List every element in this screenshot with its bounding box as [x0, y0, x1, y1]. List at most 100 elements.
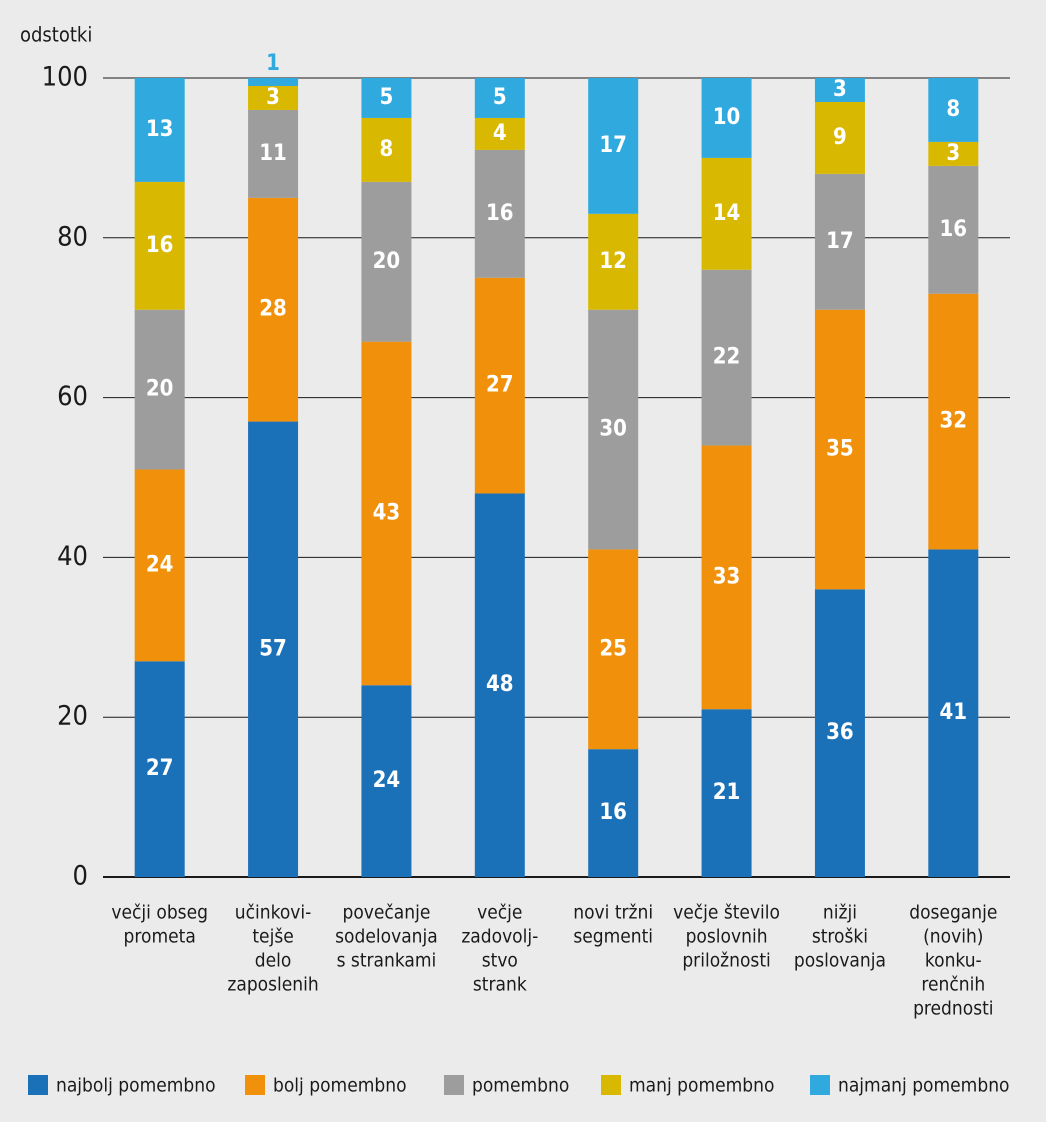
bar-segment [474, 117, 525, 150]
x-tick-label: stroški [812, 926, 868, 948]
value-label: 4 [493, 121, 507, 146]
x-tick-label: učinkovi- [235, 902, 312, 924]
x-tick-label: večje število [673, 902, 780, 924]
value-label: 3 [266, 85, 280, 110]
y-tick-label: 80 [57, 221, 88, 252]
x-tick-label: večji obseg [111, 902, 208, 924]
y-axis-label: odstotki [20, 23, 92, 47]
bar-segment [248, 109, 299, 198]
bar-segment [814, 589, 865, 877]
x-tick-label: konku- [925, 950, 982, 972]
bar-segment [474, 277, 525, 494]
value-label: 20 [373, 249, 401, 274]
bar-segment [361, 117, 412, 182]
legend-label: najbolj pomembno [56, 1075, 216, 1097]
value-label: 36 [826, 720, 854, 745]
x-tick-label: renčnih [921, 974, 985, 996]
value-label: 22 [713, 345, 741, 370]
x-tick-label: stvo [482, 950, 518, 972]
bar-segment [701, 269, 752, 446]
legend-swatch [444, 1075, 464, 1095]
bar-segment [474, 78, 525, 118]
x-tick-label: s strankami [337, 950, 437, 972]
value-label: 11 [259, 141, 287, 166]
bar-segment [248, 197, 299, 422]
legend-label: manj pomembno [629, 1075, 774, 1097]
x-tick-label: tejše [252, 926, 293, 948]
bar-segment [588, 78, 639, 214]
value-label: 8 [946, 97, 960, 122]
bar-segment [588, 549, 639, 750]
value-label: 5 [380, 85, 394, 110]
x-tick-label: poslovnih [686, 926, 768, 948]
value-label: 12 [599, 249, 627, 274]
y-tick-label: 0 [73, 861, 88, 892]
bar-segment [134, 469, 185, 662]
value-label: 28 [259, 297, 287, 322]
bar-segment [928, 141, 979, 166]
bar-segment [134, 661, 185, 877]
bar-segment [361, 341, 412, 686]
bar-segment [248, 421, 299, 877]
bar-segment [248, 85, 299, 110]
bar-segment [701, 157, 752, 270]
bar-segment [814, 173, 865, 310]
value-label: 30 [599, 417, 627, 442]
x-tick-label: (novih) [923, 926, 983, 948]
bar-segment [361, 181, 412, 342]
bar-segment [814, 101, 865, 174]
value-label: 32 [940, 409, 968, 434]
value-label: 21 [713, 780, 741, 805]
value-label: 17 [599, 133, 627, 158]
value-label: 3 [833, 77, 847, 102]
legend-label: bolj pomembno [273, 1075, 407, 1097]
x-tick-label: doseganje [909, 902, 997, 924]
value-label: 17 [826, 229, 854, 254]
bar-segment [928, 165, 979, 294]
x-tick-label: strank [473, 974, 527, 996]
bar-segment [361, 685, 412, 877]
value-label: 25 [599, 636, 627, 661]
legend-label: najmanj pomembno [838, 1075, 1009, 1097]
x-tick-label: prometa [124, 926, 196, 948]
x-tick-label: segmenti [573, 926, 653, 948]
value-label: 3 [946, 141, 960, 166]
value-label: 57 [259, 636, 287, 661]
value-label: 43 [373, 500, 401, 525]
value-label: 48 [486, 672, 514, 697]
bar-segment [928, 549, 979, 877]
x-tick-label: zaposlenih [227, 974, 318, 996]
value-label: 5 [493, 85, 507, 110]
legend-label: pomembno [472, 1075, 569, 1097]
bar-segment [814, 309, 865, 590]
legend-swatch [28, 1075, 48, 1095]
value-label: 27 [146, 756, 174, 781]
value-label: 16 [146, 233, 174, 258]
x-tick-label: nižji [823, 902, 857, 924]
value-label: 27 [486, 373, 514, 398]
bar-segment [474, 149, 525, 278]
x-tick-label: sodelovanja [335, 926, 438, 948]
y-tick-label: 100 [42, 62, 88, 93]
value-label: 33 [713, 564, 741, 589]
bar-segment [701, 709, 752, 877]
bar-segment [361, 78, 412, 118]
value-label: 35 [826, 437, 854, 462]
bar-segment [588, 309, 639, 550]
value-label: 9 [833, 125, 847, 150]
value-label: 20 [146, 377, 174, 402]
bar-segment [588, 213, 639, 310]
value-label: 41 [940, 700, 968, 725]
x-tick-label: povečanje [342, 902, 430, 924]
value-label: 24 [146, 552, 174, 577]
y-tick-label: 40 [57, 541, 88, 572]
value-label: 16 [940, 217, 968, 242]
bar-segment [701, 78, 752, 158]
bar-segment [928, 78, 979, 142]
value-label: 1 [266, 51, 280, 76]
value-label: 8 [380, 137, 394, 162]
x-tick-label: delo [255, 950, 292, 972]
x-tick-label: zadovolj- [461, 926, 538, 948]
x-tick-label: večje [477, 902, 522, 924]
